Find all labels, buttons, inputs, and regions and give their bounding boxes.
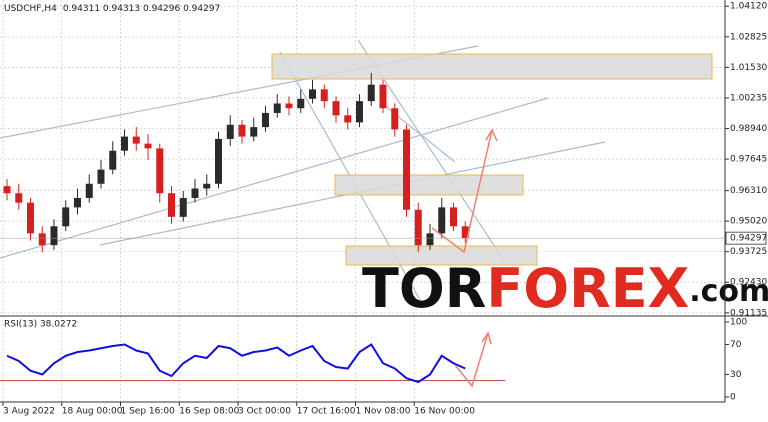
candle-body bbox=[97, 169, 105, 184]
candle-body bbox=[379, 84, 387, 109]
y-tick-label: 1.02825 bbox=[730, 32, 767, 42]
candle-body bbox=[344, 115, 352, 123]
y-tick-label: 0.98940 bbox=[730, 124, 767, 134]
y-tick-label: 1.00235 bbox=[730, 93, 767, 103]
y-tick-label: 70 bbox=[730, 340, 742, 350]
mid-zone bbox=[334, 174, 524, 196]
candle-body bbox=[179, 197, 187, 217]
marks bbox=[0, 72, 505, 384]
candle-body bbox=[356, 101, 363, 123]
y-tick-label: 1.01530 bbox=[730, 63, 767, 73]
logo-part: .com bbox=[689, 274, 768, 309]
y-tick-label: 30 bbox=[730, 370, 742, 380]
candle-body bbox=[156, 148, 164, 194]
forecast-arrows bbox=[431, 128, 498, 388]
candle-body bbox=[15, 193, 23, 203]
arrow-head bbox=[481, 331, 492, 345]
candle-body bbox=[367, 84, 375, 102]
logo-part: TOR bbox=[362, 257, 486, 320]
y-tick-label: 0.93725 bbox=[730, 247, 767, 257]
candle-body bbox=[38, 233, 46, 246]
candle-body bbox=[438, 207, 446, 234]
candle-body bbox=[262, 112, 269, 128]
last-price-box bbox=[725, 231, 767, 245]
candle-body bbox=[121, 136, 128, 151]
candle-body bbox=[461, 226, 469, 239]
resistance-zone bbox=[271, 53, 713, 80]
rsi-line bbox=[6, 343, 466, 384]
y-tick-label: 0 bbox=[730, 393, 736, 403]
candle-body bbox=[132, 136, 140, 144]
support-zone bbox=[345, 245, 538, 266]
candle-body bbox=[85, 183, 93, 198]
candle-body bbox=[62, 207, 70, 227]
y-tick-label: 0.91135 bbox=[730, 308, 767, 318]
candle-body bbox=[109, 150, 117, 170]
logo: TORFOREX.com bbox=[362, 257, 768, 320]
candle-body bbox=[50, 226, 58, 246]
x-tick-label: 16 Nov 00:00 bbox=[414, 407, 475, 417]
candle-body bbox=[320, 89, 328, 102]
symbol-header: USDCHF,H4 0.94311 0.94313 0.94296 0.94297 bbox=[4, 4, 220, 14]
candle-body bbox=[285, 103, 293, 109]
x-tick-label: 3 Oct 00:00 bbox=[238, 407, 291, 417]
candle-body bbox=[203, 183, 211, 189]
y-tick-label: 100 bbox=[730, 318, 747, 328]
rsi-title: RSI(13) 38.0272 bbox=[4, 320, 77, 330]
candle-body bbox=[273, 103, 281, 113]
candle-body bbox=[391, 108, 399, 130]
symbol: USDCHF,H4 bbox=[4, 4, 57, 14]
candle-body bbox=[3, 186, 11, 194]
candle-body bbox=[309, 89, 316, 99]
zones bbox=[271, 53, 713, 266]
candle-body bbox=[250, 127, 258, 137]
forecast-arrow bbox=[431, 129, 493, 254]
candle-body bbox=[168, 193, 175, 217]
x-tick-label: 3 Aug 2022 bbox=[3, 407, 55, 417]
x-tick-label: 1 Nov 08:00 bbox=[356, 407, 411, 417]
logo-part: FOREX bbox=[486, 257, 689, 320]
y-tick-label: 0.95020 bbox=[730, 217, 767, 227]
x-tick-label: 18 Aug 00:00 bbox=[62, 407, 123, 417]
candle-body bbox=[215, 138, 222, 184]
candle-body bbox=[297, 98, 305, 109]
y-tick-label: 0.92430 bbox=[730, 278, 767, 288]
trend-line bbox=[0, 97, 549, 259]
y-tick-label: 0.97645 bbox=[730, 155, 767, 165]
last-price-label: 0.94297 bbox=[730, 234, 767, 244]
candle-body bbox=[27, 202, 34, 234]
candle-body bbox=[74, 197, 81, 208]
candle-body bbox=[426, 233, 434, 246]
x-tick-label: 17 Oct 16:00 bbox=[297, 407, 356, 417]
x-tick-label: 1 Sep 16:00 bbox=[121, 407, 176, 417]
x-tick-label: 16 Sep 08:00 bbox=[179, 407, 239, 417]
candle-body bbox=[144, 143, 152, 149]
y-tick-label: 0.96310 bbox=[730, 186, 767, 196]
candle-body bbox=[403, 129, 410, 210]
grid-layer bbox=[0, 0, 725, 402]
y-tick-label: 1.04120 bbox=[730, 2, 767, 12]
candle-body bbox=[332, 101, 340, 116]
candle-body bbox=[238, 124, 246, 137]
ohlc-header: 0.94311 0.94313 0.94296 0.94297 bbox=[63, 4, 220, 14]
arrow-head bbox=[485, 128, 498, 142]
candle-body bbox=[414, 209, 422, 246]
candle-body bbox=[191, 188, 199, 198]
forecast-arrow bbox=[454, 332, 489, 388]
candle-body bbox=[226, 124, 234, 139]
candle-body bbox=[450, 207, 457, 227]
